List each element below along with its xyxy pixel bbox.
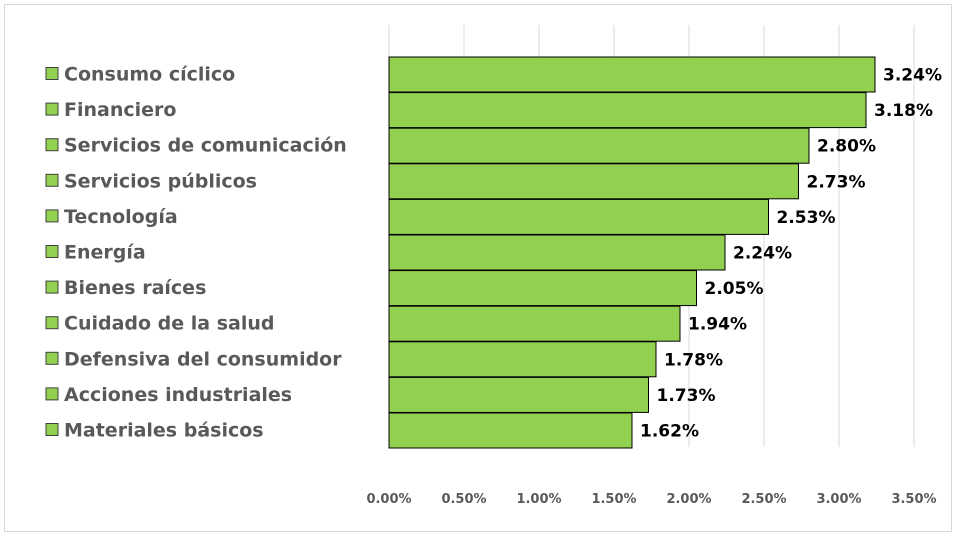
data-label: 3.24% [883, 66, 942, 86]
category-label: Defensiva del consumidor [64, 348, 342, 370]
data-label: 2.05% [705, 279, 764, 299]
data-label: 1.78% [664, 350, 723, 370]
x-tick-label: 0.00% [366, 492, 411, 507]
bar [388, 412, 633, 449]
legend-marker [45, 209, 59, 223]
legend-marker [45, 102, 59, 116]
x-tick-label: 3.00% [816, 492, 861, 507]
legend-marker [45, 423, 59, 436]
data-label: 2.73% [807, 172, 866, 192]
data-label: 2.80% [817, 137, 876, 157]
legend-marker [45, 316, 59, 330]
category-label: Acciones industriales [64, 384, 292, 406]
legend-marker [45, 173, 59, 187]
category-label: Servicios públicos [64, 170, 257, 192]
category-label: Cuidado de la salud [64, 313, 275, 335]
x-tick-label: 1.00% [516, 492, 561, 507]
category-label: Consumo cíclico [64, 64, 235, 86]
legend-marker [45, 67, 59, 80]
bar [388, 56, 876, 93]
bar [388, 163, 799, 200]
legend-marker [45, 245, 59, 258]
data-label: 1.73% [657, 386, 716, 406]
legend-marker [45, 280, 59, 294]
data-label: 1.94% [688, 315, 747, 335]
bar [388, 376, 649, 413]
category-label: Bienes raíces [64, 277, 206, 299]
category-label: Financiero [64, 99, 176, 121]
bar [388, 341, 657, 378]
data-label: 2.53% [777, 208, 836, 228]
data-label: 3.18% [874, 101, 933, 121]
x-tick-label: 2.00% [666, 492, 711, 507]
category-label: Servicios de comunicación [64, 135, 347, 157]
legend-marker [45, 351, 59, 365]
bar [388, 234, 726, 271]
category-label: Materiales básicos [64, 420, 264, 442]
x-tick-label: 0.50% [441, 492, 486, 507]
bar [388, 270, 697, 307]
category-label: Tecnología [64, 206, 178, 228]
legend-marker [45, 387, 59, 401]
bar [388, 305, 681, 342]
legend-marker [45, 138, 59, 152]
bar [388, 127, 810, 164]
data-label: 1.62% [640, 422, 699, 442]
x-tick-label: 2.50% [741, 492, 786, 507]
bar [388, 198, 769, 235]
x-tick-label: 1.50% [591, 492, 636, 507]
bar [388, 92, 867, 129]
x-tick-label: 3.50% [891, 492, 936, 507]
data-label: 2.24% [733, 244, 792, 264]
category-label: Energía [64, 242, 146, 264]
